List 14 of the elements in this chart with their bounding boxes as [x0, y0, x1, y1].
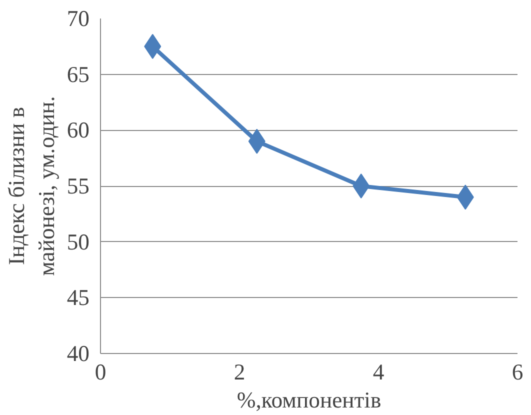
point	[352, 174, 370, 198]
x-tick-label: 2	[234, 360, 246, 384]
x-axis-title: %,компонентів	[236, 388, 382, 412]
y-tick-label: 40	[66, 341, 90, 366]
y-tick-label: 45	[66, 285, 90, 310]
x-tick-label: 6	[512, 360, 524, 384]
y-tick-label: 50	[66, 229, 90, 254]
y-tick-label: 60	[66, 118, 90, 143]
y-tick-label: 70	[66, 6, 90, 31]
y-tick-label: 65	[66, 62, 90, 87]
x-tick-label: 0	[94, 360, 106, 384]
y-axis-title: Індекс білизни в майонезі, ум.один.	[4, 96, 59, 276]
x-tick-label: 4	[372, 360, 384, 384]
y-tick-label: 55	[66, 174, 90, 198]
